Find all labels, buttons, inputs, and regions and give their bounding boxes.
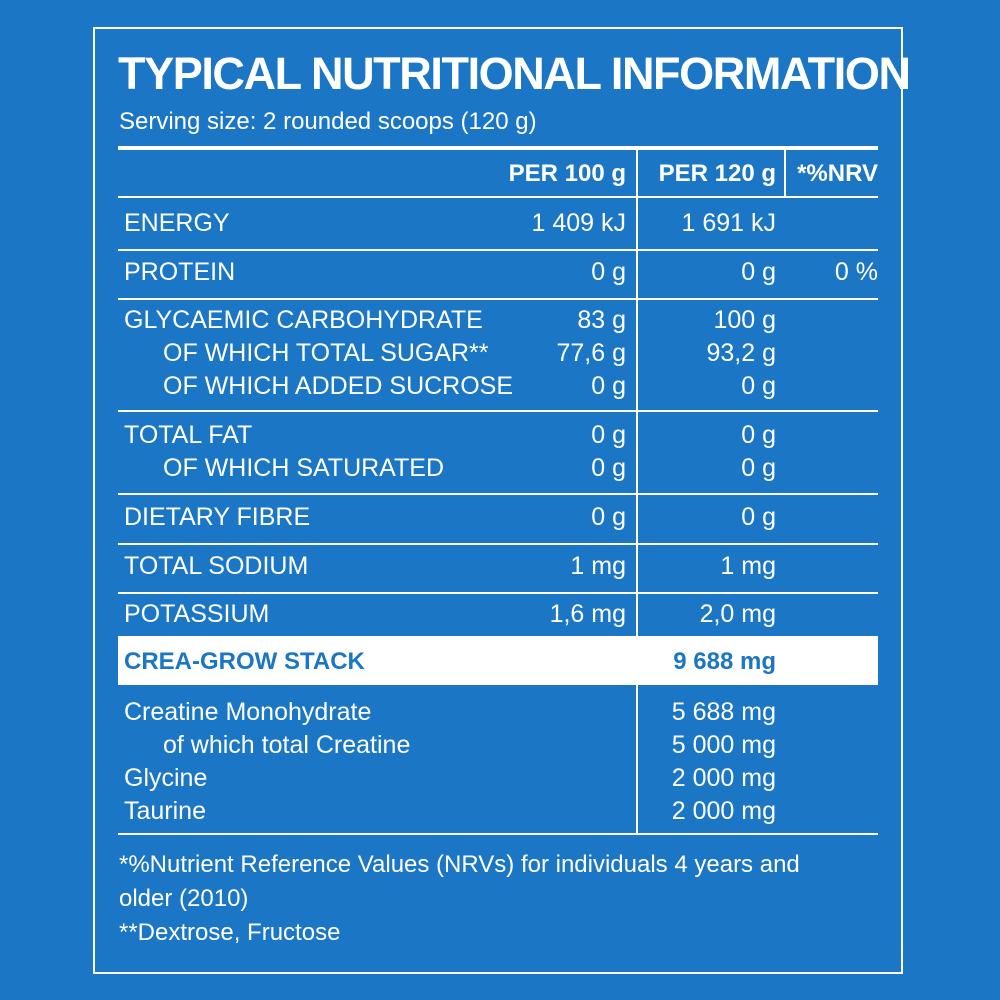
value-added-sucrose-per100: 0 g — [591, 372, 626, 400]
value-protein-per120: 0 g — [741, 258, 776, 286]
value-potassium-per100: 1,6 mg — [549, 600, 626, 628]
divider-table-bottom — [118, 833, 878, 835]
value-creatine-monohydrate: 5 688 mg — [671, 698, 776, 726]
value-added-sucrose-per120: 0 g — [741, 372, 776, 400]
divider-header-bottom — [118, 196, 878, 198]
footnote-nrv-line1: *%Nutrient Reference Values (NRVs) for i… — [119, 851, 800, 878]
value-crea-grow-stack-per120: 9 688 mg — [673, 648, 776, 675]
value-protein-per100: 0 g — [591, 258, 626, 286]
value-dietary-fibre-per100: 0 g — [591, 503, 626, 531]
value-total-sodium-per100: 1 mg — [570, 552, 626, 580]
value-total-fat-per120: 0 g — [741, 421, 776, 449]
row-label-saturated: OF WHICH SATURATED — [163, 454, 445, 482]
value-total-sugar-per100: 77,6 g — [556, 339, 626, 367]
row-label-added-sucrose: OF WHICH ADDED SUCROSE — [163, 372, 514, 400]
value-carbohydrate-per120: 100 g — [713, 306, 776, 334]
value-glycine: 2 000 mg — [671, 764, 776, 792]
divider-protein — [118, 298, 878, 300]
value-total-fat-per100: 0 g — [591, 421, 626, 449]
divider-sodium — [118, 592, 878, 594]
row-label-total-sodium: TOTAL SODIUM — [124, 552, 309, 580]
header-nrv: *%NRV — [797, 160, 878, 187]
row-label-total-sugar: OF WHICH TOTAL SUGAR** — [163, 339, 489, 367]
row-label-creatine-monohydrate: Creatine Monohydrate — [124, 698, 372, 726]
divider-fibre — [118, 543, 878, 545]
divider-fat — [118, 493, 878, 495]
value-energy-per120: 1 691 kJ — [681, 209, 776, 237]
row-label-crea-grow-stack: CREA-GROW STACK — [124, 648, 365, 675]
row-label-energy: ENERGY — [124, 209, 230, 237]
value-taurine: 2 000 mg — [671, 797, 776, 825]
row-label-potassium: POTASSIUM — [124, 600, 270, 628]
row-label-glycine: Glycine — [124, 764, 208, 792]
value-carbohydrate-per100: 83 g — [577, 306, 626, 334]
column-divider-1 — [636, 150, 638, 636]
divider-header-top — [118, 146, 878, 150]
value-saturated-per100: 0 g — [591, 454, 626, 482]
panel-border — [93, 27, 903, 974]
row-label-carbohydrate: GLYCAEMIC CARBOHYDRATE — [124, 306, 483, 334]
value-total-sodium-per120: 1 mg — [720, 552, 776, 580]
value-dietary-fibre-per120: 0 g — [741, 503, 776, 531]
row-label-total-creatine: of which total Creatine — [163, 731, 411, 759]
row-label-dietary-fibre: DIETARY FIBRE — [124, 503, 311, 531]
row-label-taurine: Taurine — [124, 797, 206, 825]
serving-size: Serving size: 2 rounded scoops (120 g) — [119, 108, 537, 135]
header-per-100g: PER 100 g — [508, 160, 626, 187]
row-label-total-fat: TOTAL FAT — [124, 421, 253, 449]
value-protein-nrv: 0 % — [834, 258, 878, 286]
footnote-nrv-line2: older (2010) — [119, 885, 249, 912]
value-total-sugar-per120: 93,2 g — [706, 339, 776, 367]
value-total-creatine: 5 000 mg — [671, 731, 776, 759]
footnote-sugar: **Dextrose, Fructose — [119, 919, 341, 946]
header-per-120g: PER 120 g — [658, 160, 776, 187]
value-saturated-per120: 0 g — [741, 454, 776, 482]
value-potassium-per120: 2,0 mg — [699, 600, 776, 628]
page-title: TYPICAL NUTRITIONAL INFORMATION — [118, 48, 911, 99]
column-divider-1-lower — [636, 685, 638, 833]
divider-carb — [118, 410, 878, 412]
column-divider-2 — [784, 150, 786, 196]
divider-energy — [118, 249, 878, 251]
footnotes: *%Nutrient Reference Values (NRVs) for i… — [119, 848, 889, 950]
stack-highlight-band — [118, 636, 878, 685]
row-label-protein: PROTEIN — [124, 258, 236, 286]
value-energy-per100: 1 409 kJ — [531, 209, 626, 237]
